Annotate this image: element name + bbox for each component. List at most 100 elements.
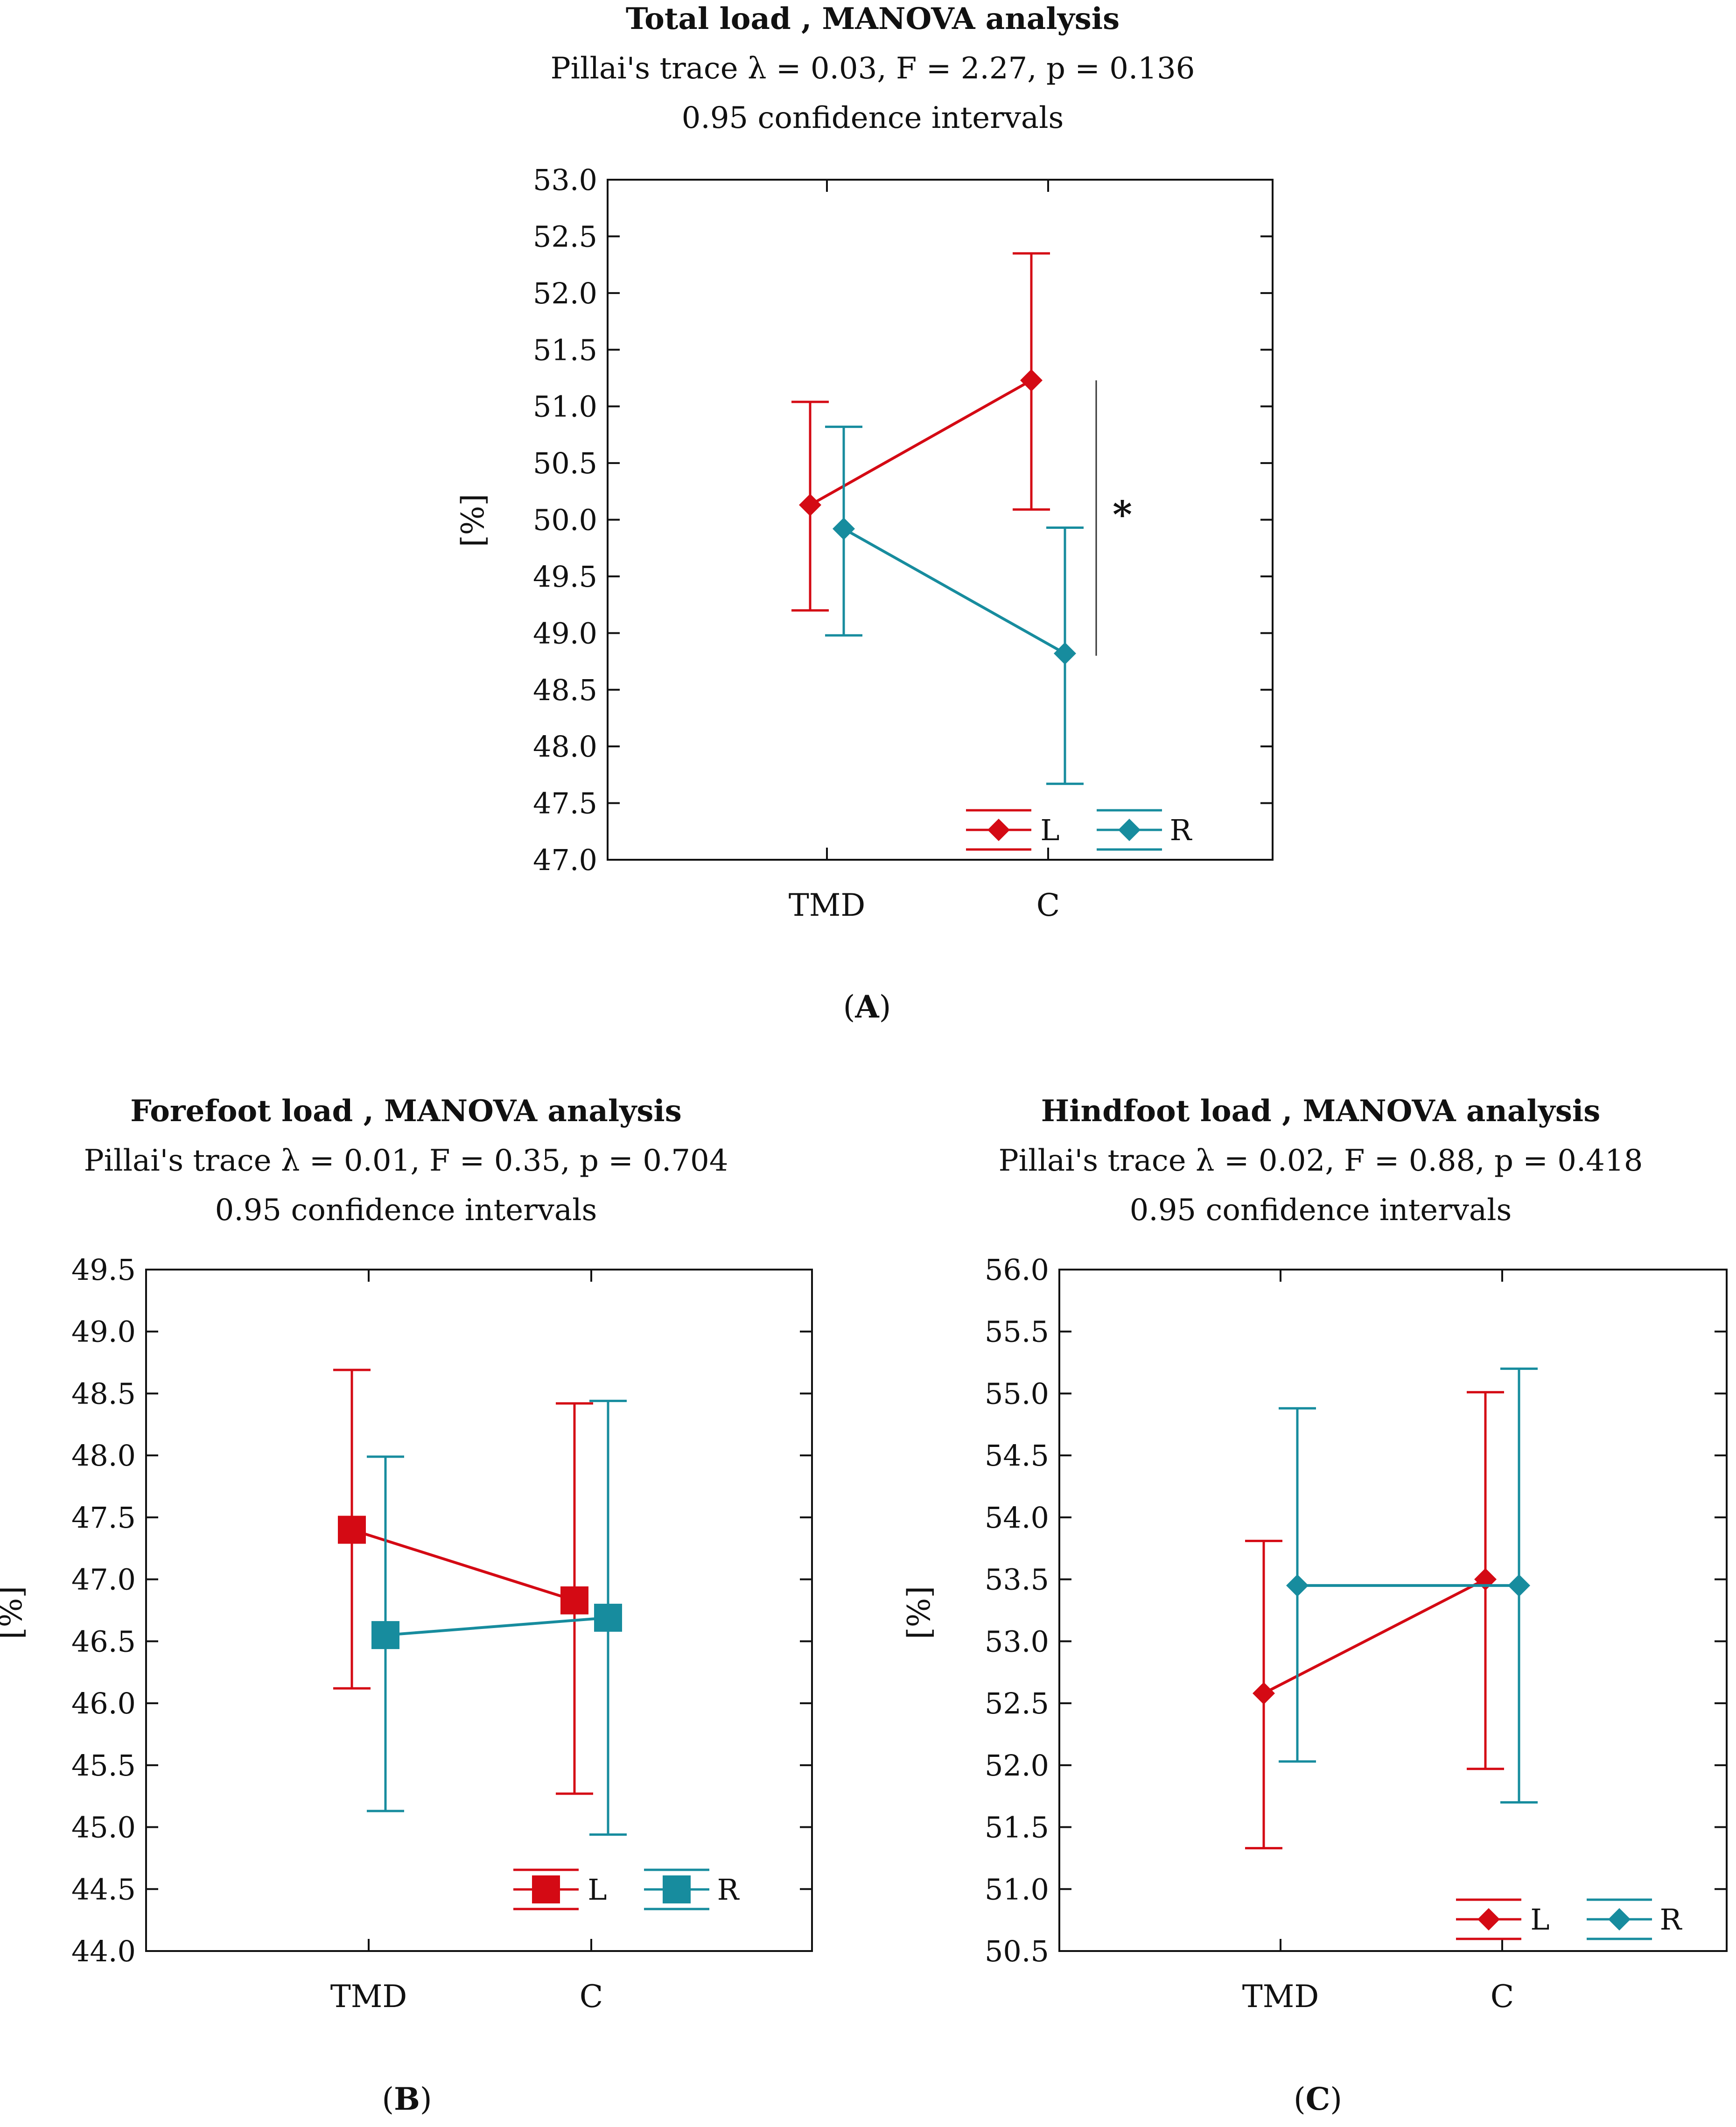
- panel-b-y-tick-label: 44.0: [71, 1934, 136, 1968]
- panel-b-confidence-note: 0.95 confidence intervals: [215, 1193, 597, 1228]
- panel-a-title: Total load , MANOVA analysis: [626, 1, 1120, 36]
- panel-c-y-tick-label: 51.0: [985, 1872, 1049, 1906]
- panel-a-y-tick-label: 48.0: [533, 730, 597, 764]
- panel-c-y-tick-label: 56.0: [985, 1253, 1049, 1287]
- panel-b-x-tick-label-c: C: [580, 1979, 603, 2015]
- panel-b-subtitle: Pillai's trace λ = 0.01, F = 0.35, p = 0…: [84, 1144, 728, 1178]
- panel-a-y-tick-label: 53.0: [533, 163, 597, 197]
- panel-c-y-tick-label: 52.0: [985, 1748, 1049, 1783]
- panel-b-y-tick-label: 45.5: [71, 1748, 136, 1783]
- panel-c-y-tick-label: 52.5: [985, 1686, 1049, 1720]
- panel-a-legend-item-l: L: [966, 809, 1060, 851]
- panel-a-y-tick-label: 50.5: [533, 446, 597, 480]
- panel-c-y-axis-label: [%]: [901, 1586, 937, 1639]
- panel-b-legend-marker-r: [663, 1875, 691, 1903]
- panel-a-x-tick-label-tmd: TMD: [789, 887, 866, 923]
- panel-b-legend-item-l: L: [513, 1868, 607, 1910]
- panel-a-y-tick-label: 51.5: [533, 333, 597, 367]
- panel-a-legend-label-l: L: [1040, 813, 1059, 847]
- panel-b-legend-item-r: R: [644, 1868, 740, 1910]
- panel-b-y-tick-label: 47.5: [71, 1501, 136, 1535]
- panel-c-title: Hindfoot load , MANOVA analysis: [1041, 1094, 1600, 1129]
- panel-c-legend-marker-l: [1477, 1908, 1500, 1930]
- panel-a-y-tick-label: 49.0: [533, 616, 597, 650]
- panel-b-letter: B: [394, 2081, 420, 2117]
- panel-a-plot-area: 47.0 47.5 48.0 48.5 49.0 49.5 50.0 50.5 51.0 51.5…: [533, 163, 1274, 923]
- panel-b-point-r-tmd: [371, 1621, 399, 1650]
- panel-c-series-r: [1279, 1367, 1538, 1804]
- panel-c-y-tick-label: 55.0: [985, 1376, 1049, 1411]
- panel-a-plot-frame: [607, 179, 1274, 861]
- panel-b-y-tick-label: 47.0: [71, 1563, 136, 1597]
- panel-b-legend-marker-l: [532, 1875, 560, 1903]
- panel-c-y-tick-label: 54.5: [985, 1439, 1049, 1473]
- panel-b-y-tick-label: 45.0: [71, 1811, 136, 1845]
- panel-b-y-axis-label: [%]: [0, 1586, 29, 1639]
- panel-b-legend-label-l: L: [588, 1873, 607, 1907]
- panel-a-legend-item-r: R: [1097, 809, 1193, 851]
- panel-a-confidence-note: 0.95 confidence intervals: [682, 101, 1064, 135]
- panel-b-legend-label-r: R: [717, 1873, 740, 1907]
- panel-c-y-tick-label: 53.0: [985, 1624, 1049, 1658]
- panel-a-y-tick-label: 47.5: [533, 786, 597, 821]
- panel-c-y-tick-label: 51.5: [985, 1811, 1049, 1845]
- panel-b-series-l-line: [351, 1528, 575, 1602]
- panel-b-x-tick-label-tmd: TMD: [330, 1979, 407, 2015]
- panel-a-letter: A: [854, 989, 879, 1025]
- panel-a-series-l: [791, 252, 1050, 612]
- panel-c: Hindfoot load , MANOVA analysis Pillai's…: [901, 1094, 1728, 2117]
- panel-b-point-l-tmd: [338, 1516, 366, 1544]
- panel-a-significance-star: *: [1113, 492, 1132, 536]
- panel-a-series-r-line: [843, 527, 1066, 655]
- panel-c-series-l: [1245, 1391, 1504, 1850]
- panel-b: Forefoot load , MANOVA analysis Pillai's…: [0, 1094, 813, 2117]
- panel-a-y-axis-label: [%]: [455, 494, 491, 547]
- panel-b-y-tick-label: 46.0: [71, 1686, 136, 1720]
- panel-b-series-r: [367, 1399, 627, 1836]
- panel-a-point-r-c: [1054, 642, 1076, 665]
- panel-b-y-tick-label: 44.5: [71, 1872, 136, 1906]
- panel-a-y-tick-label: 47.0: [533, 843, 597, 877]
- panel-b-series-l: [333, 1369, 593, 1795]
- panel-c-point-l-tmd: [1253, 1682, 1275, 1705]
- panel-b-point-l-c: [560, 1586, 588, 1615]
- panel-a-series-r: [825, 425, 1084, 785]
- panel-c-subtitle: Pillai's trace λ = 0.02, F = 0.88, p = 0…: [999, 1144, 1643, 1178]
- panel-b-label: (B): [382, 2081, 432, 2117]
- panel-a-y-tick-label: 50.0: [533, 503, 597, 537]
- panel-c-y-tick-label: 54.0: [985, 1501, 1049, 1535]
- panel-a-y-tick-label: 49.5: [533, 560, 597, 594]
- panel-a-y-tick-label: 52.0: [533, 276, 597, 310]
- panel-c-y-tick-label: 55.5: [985, 1315, 1049, 1349]
- panel-c-letter: C: [1306, 2081, 1330, 2117]
- panel-c-plot-frame: [1058, 1269, 1728, 1952]
- panel-a-point-l-c: [1020, 369, 1043, 392]
- panel-a: Total load , MANOVA analysis Pillai's tr…: [455, 1, 1274, 1025]
- panel-b-y-tick-label: 49.5: [71, 1253, 136, 1287]
- panel-a-legend-marker-l: [987, 819, 1010, 841]
- panel-a-point-l-tmd: [799, 493, 821, 516]
- panel-c-legend-label-l: L: [1530, 1902, 1549, 1937]
- panel-c-legend-item-r: R: [1587, 1898, 1683, 1940]
- panel-a-series-l-line: [809, 379, 1032, 506]
- panel-a-y-tick-label: 48.5: [533, 673, 597, 707]
- panel-a-legend-marker-r: [1118, 819, 1141, 841]
- panel-c-series-l-line: [1263, 1578, 1486, 1695]
- panel-c-legend-label-r: R: [1660, 1902, 1683, 1937]
- panel-b-plot-frame: [145, 1269, 813, 1952]
- panel-c-plot-area: 50.5 51.0 51.5 52.0 52.5 53.0 53.5 54.0 54.5 55.0…: [985, 1253, 1728, 2015]
- panel-c-x-tick-label-c: C: [1491, 1979, 1514, 2015]
- panel-b-plot-area: 44.0 44.5 45.0 45.5 46.0 46.5 47.0 47.5 48.0 48.5…: [71, 1253, 813, 2015]
- panel-a-point-r-tmd: [833, 517, 855, 540]
- panel-c-point-r-tmd: [1286, 1574, 1309, 1597]
- panel-a-label: (A): [843, 989, 891, 1025]
- panel-b-title: Forefoot load , MANOVA analysis: [130, 1094, 681, 1129]
- panel-b-point-r-c: [594, 1603, 622, 1632]
- panel-a-y-tick-label: 52.5: [533, 219, 597, 253]
- panel-a-legend-label-r: R: [1170, 813, 1193, 847]
- panel-a-subtitle: Pillai's trace λ = 0.03, F = 2.27, p = 0…: [551, 51, 1195, 86]
